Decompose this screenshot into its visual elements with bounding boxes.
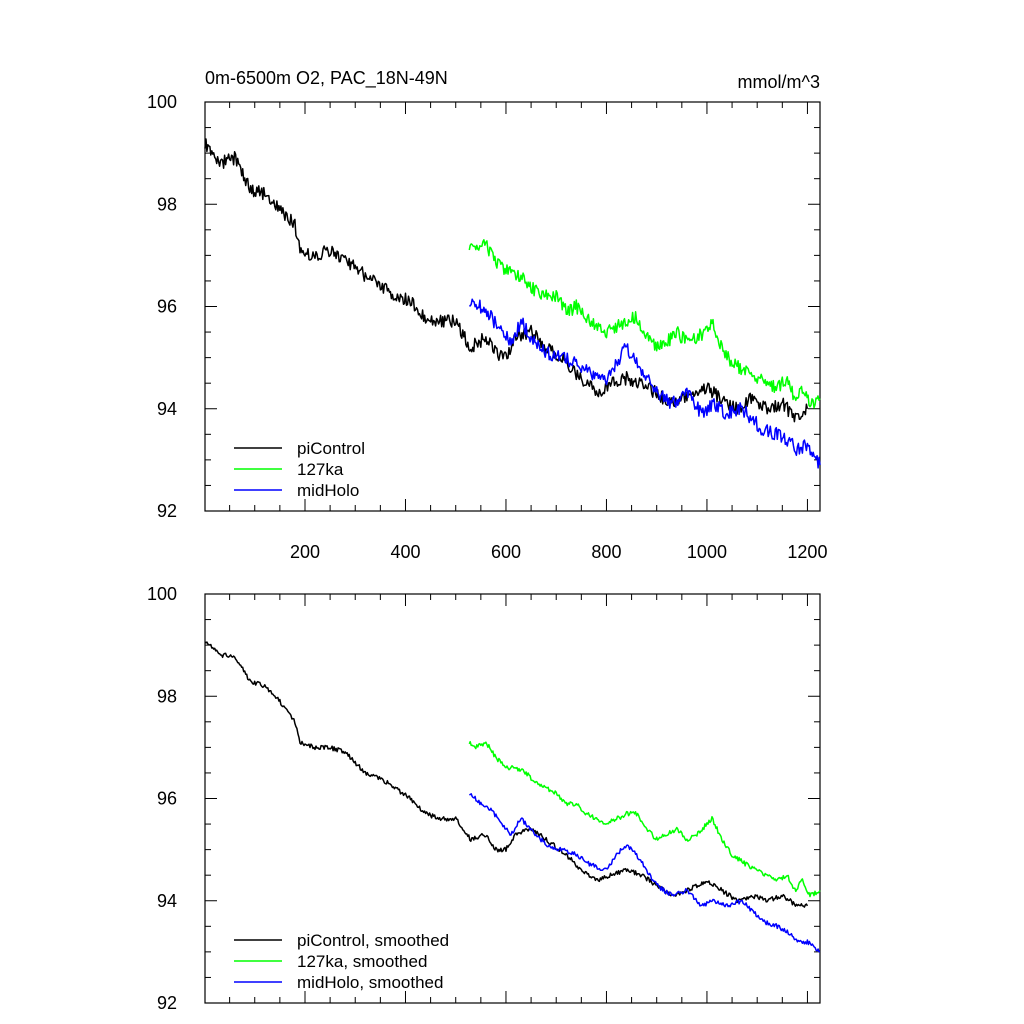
top-panel-title: 0m-6500m O2, PAC_18N-49N (205, 68, 448, 89)
series-line-127ka-smoothed (468, 740, 821, 898)
x-tick-label: 600 (491, 542, 521, 562)
top-panel-units: mmol/m^3 (738, 72, 820, 92)
legend-label: piControl (297, 439, 365, 458)
y-tick-label: 96 (157, 789, 177, 809)
y-tick-label: 94 (157, 399, 177, 419)
bottom-panel: 92 94 96 98 100 piControl, smoothed 127ka, sm… (147, 584, 821, 1013)
legend-label: midHolo, smoothed (297, 973, 443, 992)
legend-label: 127ka, smoothed (297, 952, 427, 971)
y-tick-label: 92 (157, 993, 177, 1013)
x-tick-label: 1200 (787, 542, 827, 562)
y-tick-label: 100 (147, 584, 177, 604)
bottom-legend: piControl, smoothed 127ka, smoothed midHol… (234, 931, 449, 992)
series-line-127ka (468, 239, 821, 409)
x-tick-label: 800 (591, 542, 621, 562)
bottom-series (204, 641, 821, 953)
series-line-midholo (469, 298, 821, 469)
y-tick-label: 98 (157, 686, 177, 706)
legend-label: 127ka (297, 460, 344, 479)
series-line-midholo-smoothed (469, 793, 821, 953)
series-line-picontrol (204, 138, 809, 423)
y-tick-label: 96 (157, 297, 177, 317)
y-tick-label: 100 (147, 92, 177, 112)
x-tick-label: 400 (390, 542, 420, 562)
y-tick-label: 94 (157, 891, 177, 911)
bottom-ticks: 92 94 96 98 100 (147, 584, 820, 1013)
top-legend: piControl 127ka midHolo (234, 439, 365, 500)
x-tick-label: 1000 (687, 542, 727, 562)
top-series (204, 138, 821, 469)
top-ticks: 92 94 96 98 100 200 400 600 800 1000 1200 (147, 92, 828, 562)
series-line-picontrol-smoothed (204, 641, 809, 908)
top-panel: 0m-6500m O2, PAC_18N-49N mmol/m^3 92 94 96… (147, 68, 828, 562)
legend-label: midHolo (297, 481, 359, 500)
y-tick-label: 98 (157, 194, 177, 214)
legend-label: piControl, smoothed (297, 931, 449, 950)
x-tick-label: 200 (290, 542, 320, 562)
y-tick-label: 92 (157, 501, 177, 521)
